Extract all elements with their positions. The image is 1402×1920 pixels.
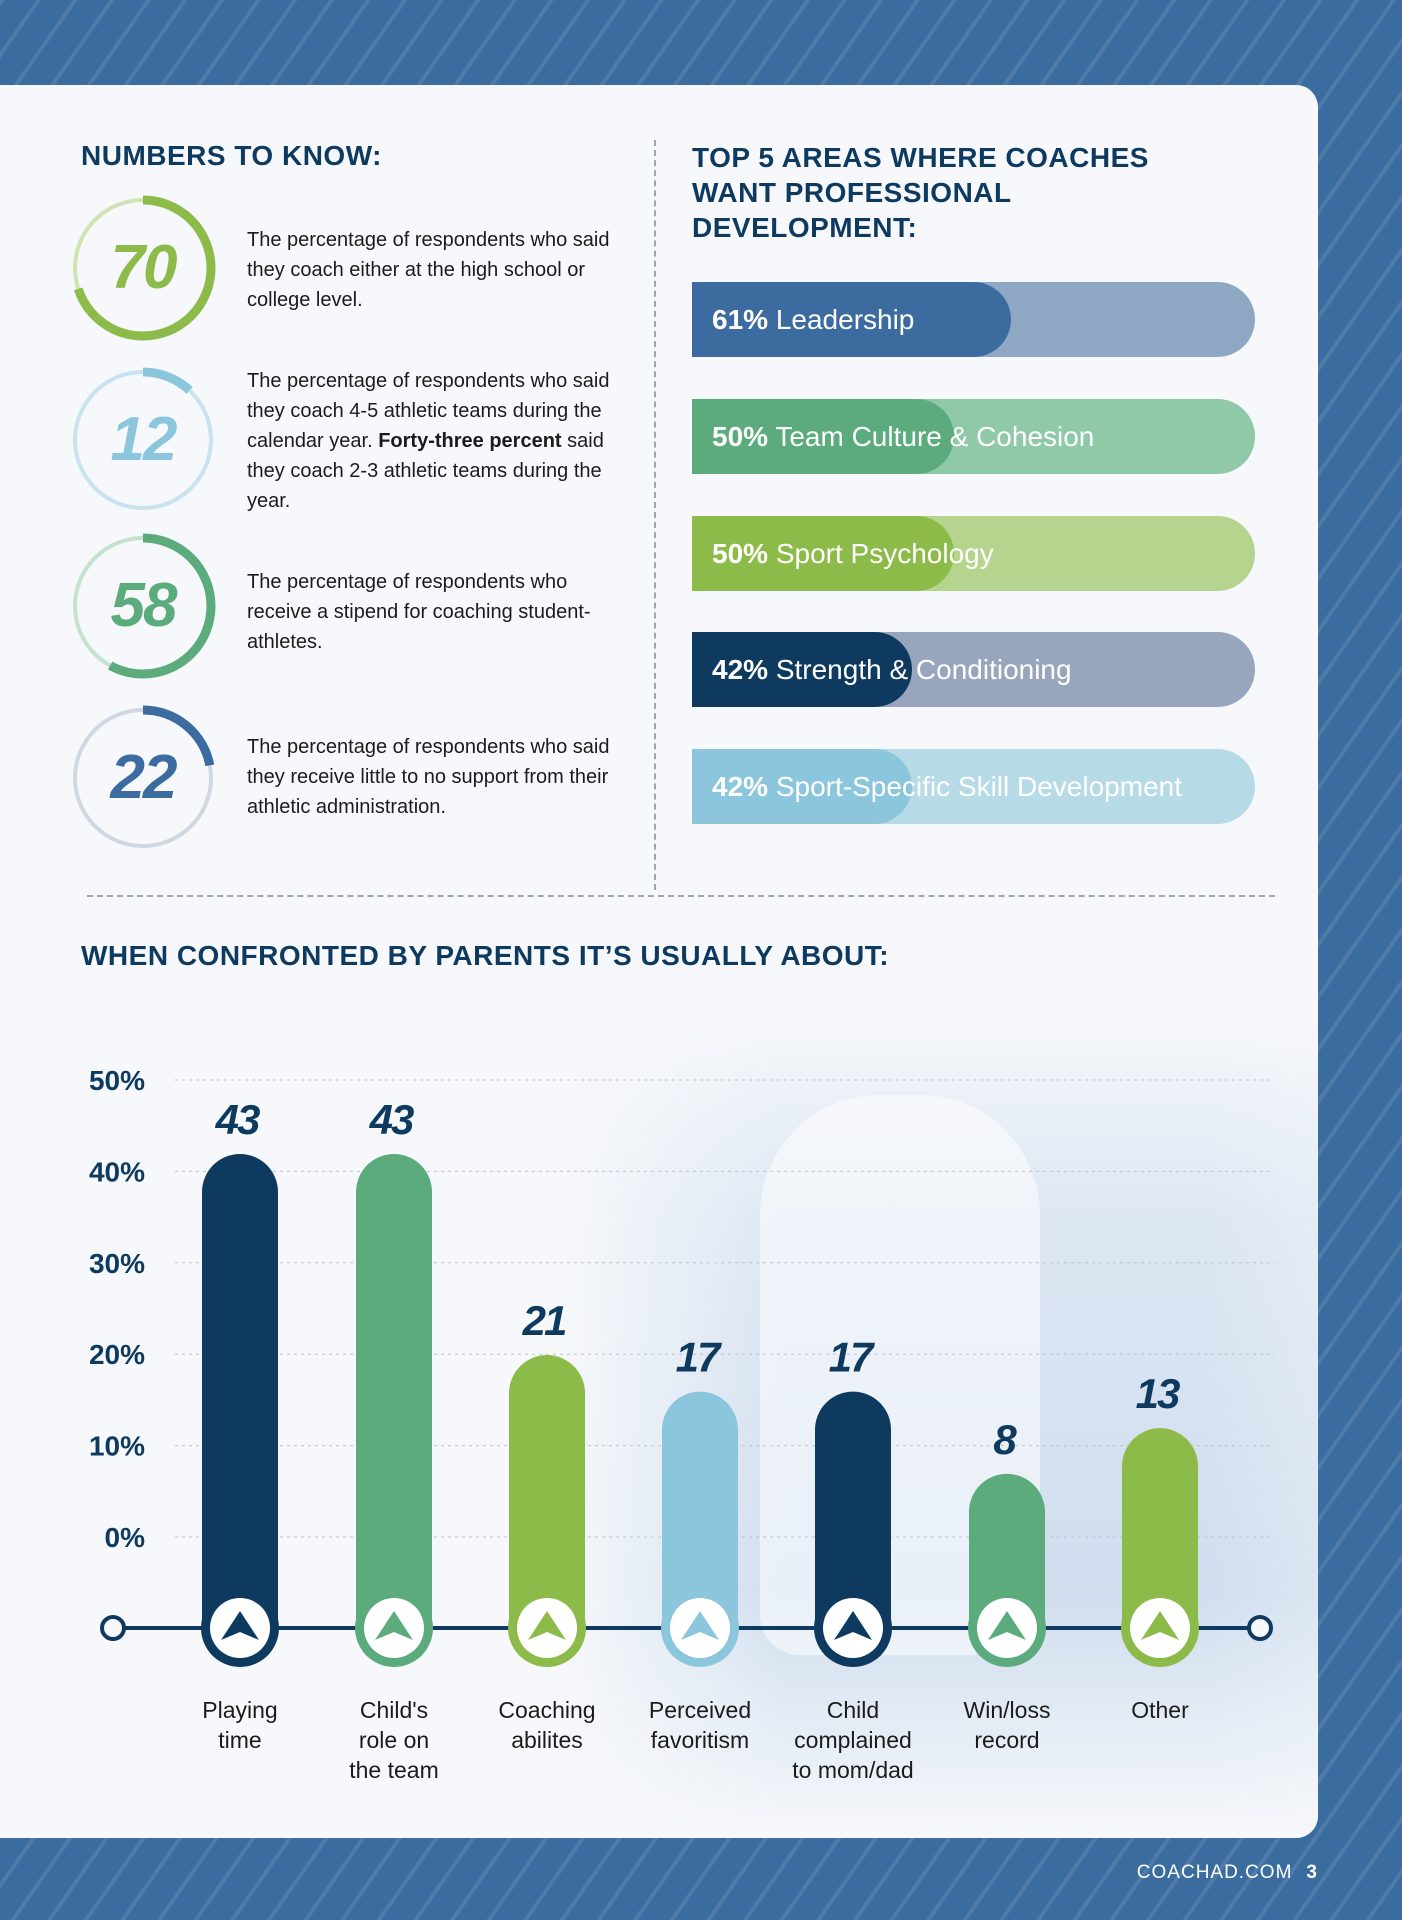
development-bar-fill: [692, 516, 954, 591]
development-bar-percent: 61%: [712, 304, 769, 335]
page-number: 3: [1306, 1862, 1318, 1883]
y-tick-label: 50%: [89, 1065, 145, 1096]
category-label: to mom/dad: [792, 1757, 913, 1783]
development-bar-fill: [692, 749, 912, 824]
category-label: abilites: [511, 1727, 583, 1753]
y-tick-label: 30%: [89, 1248, 145, 1279]
ring-gauge: [70, 195, 216, 341]
ring-progress-arc: [70, 195, 216, 341]
y-tick-label: 0%: [105, 1522, 146, 1553]
bar-value-label: 43: [369, 1096, 414, 1143]
development-bar-label: 61% Leadership: [712, 282, 914, 357]
category-label: Other: [1131, 1697, 1189, 1723]
development-bar-name: Leadership: [775, 304, 915, 335]
y-tick-label: 20%: [89, 1339, 145, 1370]
arrow-up-icon: [681, 1611, 719, 1640]
parent-confrontation-chart: 50% 40% 30% 20% 10% 0% 43 Playing time 43 Child's r…: [89, 1065, 1275, 1783]
arrow-up-icon: [834, 1611, 872, 1640]
stat-ring-12: 12: [68, 365, 218, 515]
development-bar-name: Team Culture & Cohesion: [775, 421, 1095, 452]
development-bar: 50% Team Culture & Cohesion: [692, 399, 1255, 474]
development-bar: 42% Strength & Conditioning: [692, 632, 1255, 707]
category-label: time: [218, 1727, 261, 1753]
arrow-up-icon: [988, 1611, 1026, 1640]
ring-progress-arc: [70, 705, 216, 851]
bar-value-label: 17: [676, 1334, 722, 1381]
bar-4: [662, 1391, 738, 1633]
ring-gauge: [70, 705, 216, 851]
bar-value-label: 13: [1136, 1370, 1180, 1417]
horizontal-divider: [87, 895, 1275, 897]
footer: COACHAD.COM 3: [1137, 1862, 1318, 1884]
development-bar: 50% Sport Psychology: [692, 516, 1255, 591]
bar-2: [356, 1153, 432, 1633]
development-bar-label: 42% Sport-Specific Skill Development: [712, 749, 1182, 824]
development-bar-name: Sport-Specific Skill Development: [775, 771, 1182, 802]
stat-number: 12: [110, 405, 178, 474]
y-tick-label: 10%: [89, 1431, 145, 1462]
stat-number: 22: [110, 743, 178, 812]
stat-text-12: The percentage of respondents who said t…: [247, 370, 610, 512]
development-bar-percent: 42%: [712, 771, 769, 802]
vertical-divider: [654, 140, 656, 890]
category-label: Coaching: [498, 1697, 595, 1723]
category-label: complained: [794, 1727, 912, 1753]
development-bar: 42% Sport-Specific Skill Development: [692, 749, 1255, 824]
development-bar-fill: [692, 399, 954, 474]
bar-5: [815, 1391, 891, 1633]
arrow-up-icon: [375, 1611, 413, 1640]
stat-ring-58: 58: [68, 531, 218, 681]
bar-value-label: 21: [522, 1297, 566, 1344]
development-bar-label: 42% Strength & Conditioning: [712, 632, 1072, 707]
bar-7: [1122, 1428, 1198, 1633]
axis-end-right: [1247, 1615, 1273, 1641]
numbers-title: NUMBERS TO KNOW:: [81, 140, 382, 171]
development-bar-fill: [692, 282, 1012, 357]
site-url[interactable]: COACHAD.COM: [1136, 1862, 1293, 1883]
category-label: Win/loss: [964, 1697, 1051, 1723]
y-tick-label: 40%: [89, 1156, 145, 1187]
stat-ring-70: 70: [68, 193, 218, 343]
stat-text-22: The percentage of respondents who said t…: [247, 736, 610, 818]
ring-gauge: [70, 533, 216, 679]
development-bar-name: Strength & Conditioning: [775, 654, 1072, 685]
category-label: Child: [827, 1697, 879, 1723]
development-title: TOP 5 AREAS WHERE COACHES WANT PROFESSIO…: [692, 142, 1149, 243]
stat-text-70: The percentage of respondents who said t…: [247, 229, 610, 311]
development-bar-percent: 50%: [712, 421, 769, 452]
category-label: the team: [349, 1757, 439, 1783]
ring-progress-arc: [70, 533, 216, 679]
stat-number: 58: [110, 571, 178, 640]
arrow-up-icon: [528, 1611, 566, 1640]
development-bar-fill: [692, 632, 912, 707]
development-bar: 61% Leadership: [692, 282, 1255, 357]
ring-progress-arc: [70, 367, 216, 513]
category-label: Child's: [360, 1697, 428, 1723]
chart-title: WHEN CONFRONTED BY PARENTS IT’S USUALLY …: [81, 940, 890, 971]
development-bar-name: Sport Psychology: [775, 538, 994, 569]
bar-3: [509, 1355, 585, 1633]
stat-number: 70: [110, 233, 178, 302]
bar-value-label: 17: [829, 1334, 875, 1381]
category-label: record: [974, 1727, 1039, 1753]
stat-ring-22: 22: [68, 703, 218, 853]
category-label: Perceived: [649, 1697, 751, 1723]
category-label: role on: [359, 1727, 429, 1753]
category-label: Playing: [202, 1697, 277, 1723]
development-bar-label: 50% Sport Psychology: [712, 516, 994, 591]
arrow-up-icon: [1141, 1611, 1179, 1640]
development-bar-percent: 50%: [712, 538, 769, 569]
ring-gauge: [70, 367, 216, 513]
bar-value-label: 8: [993, 1416, 1017, 1463]
development-bar-percent: 42%: [712, 654, 769, 685]
category-label: favoritism: [651, 1727, 749, 1753]
axis-end-left: [100, 1615, 126, 1641]
stat-text-58: The percentage of respondents who receiv…: [247, 571, 591, 653]
bar-1: [202, 1153, 278, 1633]
bar-value-label: 43: [215, 1096, 260, 1143]
development-bar-label: 50% Team Culture & Cohesion: [712, 399, 1094, 474]
arrow-up-icon: [221, 1611, 259, 1640]
